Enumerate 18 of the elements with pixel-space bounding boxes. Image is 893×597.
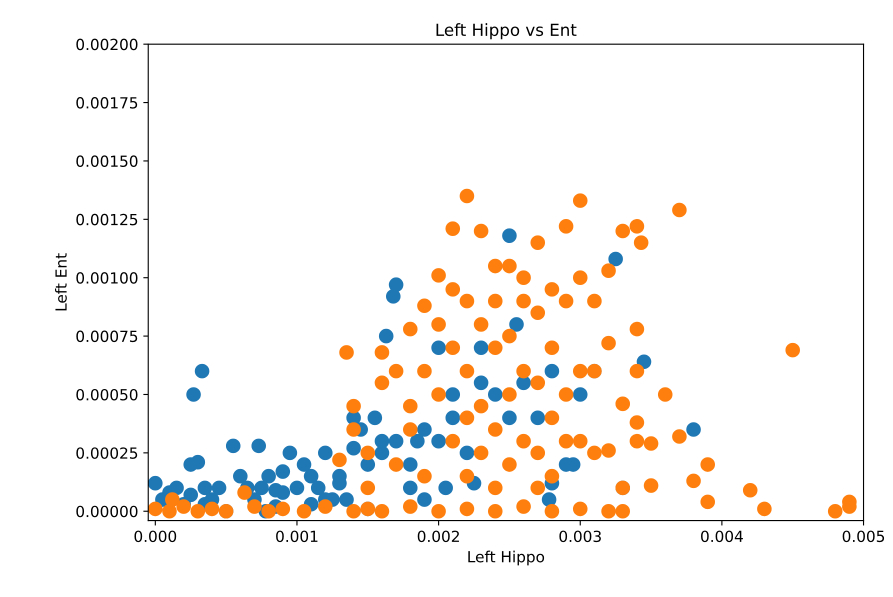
chart-title: Left Hippo vs Ent <box>436 23 576 40</box>
x-axis-title: Left Hippo <box>468 550 544 566</box>
x-tick-label: 0.004 <box>701 530 743 542</box>
y-tick-label: 0.00025 <box>76 447 138 459</box>
y-tick-label: 0.00075 <box>76 330 138 342</box>
x-tick-label: 0.001 <box>276 530 318 542</box>
y-tick-label: 0.00150 <box>76 155 138 167</box>
y-tick-label: 0.00175 <box>76 97 138 109</box>
y-axis-title: Left Ent <box>54 253 67 310</box>
x-tick-label: 0.005 <box>842 530 884 542</box>
y-tick-label: 0.00200 <box>76 38 138 50</box>
x-tick-label: 0.002 <box>418 530 459 542</box>
y-tick-label: 0.00000 <box>76 506 138 518</box>
y-tick-label: 0.00050 <box>76 388 138 400</box>
y-tick-label: 0.00100 <box>76 272 138 284</box>
x-tick-label: 0.003 <box>559 530 601 542</box>
x-tick-label: 0.000 <box>134 530 176 542</box>
y-tick-label: 0.00125 <box>76 214 138 226</box>
